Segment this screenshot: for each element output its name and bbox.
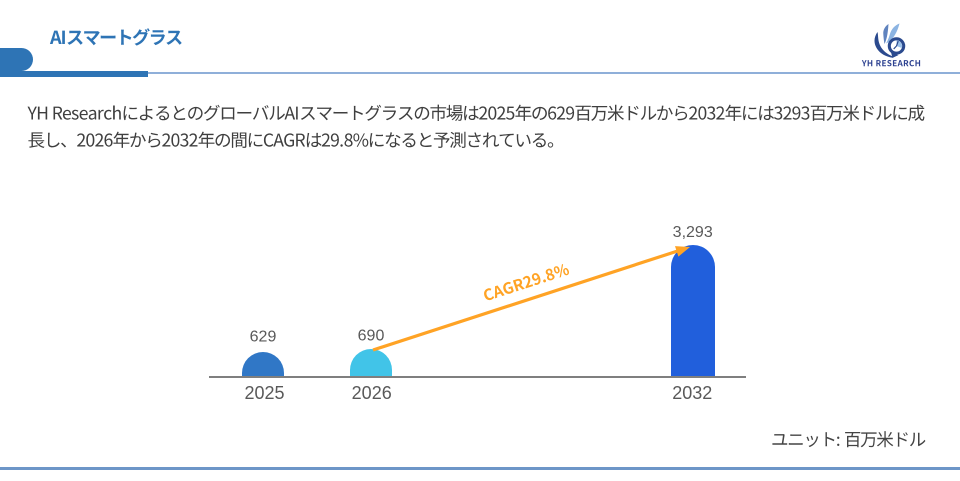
svg-text:3,293: 3,293 bbox=[673, 224, 713, 241]
svg-text:629: 629 bbox=[250, 328, 277, 345]
svg-text:2025: 2025 bbox=[244, 383, 284, 403]
svg-text:690: 690 bbox=[358, 328, 385, 345]
svg-text:2032: 2032 bbox=[672, 383, 712, 403]
svg-text:2026: 2026 bbox=[352, 383, 392, 403]
